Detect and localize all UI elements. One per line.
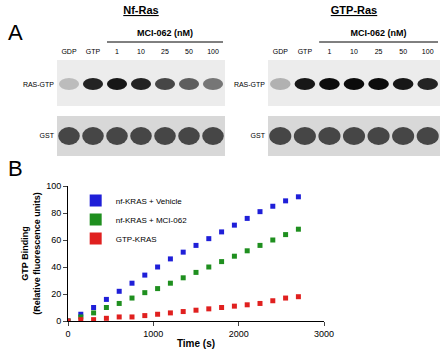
svg-text:0: 0	[65, 329, 70, 339]
svg-text:Time (s): Time (s)	[177, 338, 215, 349]
svg-text:1: 1	[327, 48, 331, 55]
svg-text:50: 50	[399, 48, 407, 55]
svg-text:GTP: GTP	[86, 48, 101, 55]
svg-text:1000: 1000	[143, 329, 163, 339]
svg-text:GST: GST	[251, 132, 266, 139]
svg-text:80: 80	[51, 208, 61, 218]
svg-text:B: B	[8, 156, 23, 180]
svg-text:Nf-Ras: Nf-Ras	[123, 4, 158, 16]
svg-text:100: 100	[207, 48, 219, 55]
svg-text:0: 0	[56, 316, 61, 326]
svg-text:GTP: GTP	[298, 48, 313, 55]
svg-text:50: 50	[185, 48, 193, 55]
svg-text:10: 10	[350, 48, 358, 55]
svg-text:100: 100	[422, 48, 434, 55]
svg-text:GTP-KRAS: GTP-KRAS	[116, 235, 157, 244]
svg-text:1: 1	[115, 48, 119, 55]
svg-text:RAS-GTP: RAS-GTP	[23, 81, 54, 88]
svg-text:3000: 3000	[314, 329, 334, 339]
svg-text:60: 60	[51, 235, 61, 245]
svg-text:GTP-Ras: GTP-Ras	[331, 4, 377, 16]
svg-text:GTP Binding(Relative fluoresce: GTP Binding(Relative fluorescence units)	[20, 192, 42, 315]
svg-text:RAS-GTP: RAS-GTP	[234, 81, 265, 88]
svg-text:GDP: GDP	[273, 48, 289, 55]
svg-text:GST: GST	[40, 132, 55, 139]
svg-text:20: 20	[51, 289, 61, 299]
svg-text:MCI-062 (nM): MCI-062 (nM)	[351, 28, 407, 38]
svg-text:nf-KRAS + MCI-062: nf-KRAS + MCI-062	[116, 216, 187, 225]
svg-text:2000: 2000	[229, 329, 249, 339]
svg-text:MCI-062 (nM): MCI-062 (nM)	[137, 28, 193, 38]
svg-text:A: A	[8, 20, 23, 45]
svg-text:nf-KRAS + Vehicle: nf-KRAS + Vehicle	[116, 197, 183, 206]
svg-text:25: 25	[161, 48, 169, 55]
svg-text:40: 40	[51, 262, 61, 272]
svg-text:25: 25	[375, 48, 383, 55]
svg-text:10: 10	[137, 48, 145, 55]
svg-text:100: 100	[46, 181, 61, 191]
svg-text:GDP: GDP	[61, 48, 77, 55]
